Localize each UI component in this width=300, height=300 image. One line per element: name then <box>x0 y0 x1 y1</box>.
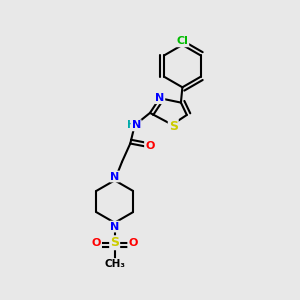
Text: N: N <box>110 222 119 232</box>
Text: O: O <box>145 142 154 152</box>
Text: Cl: Cl <box>176 36 188 46</box>
Text: N: N <box>155 93 164 103</box>
Text: N: N <box>131 120 141 130</box>
Text: S: S <box>169 120 178 133</box>
Text: N: N <box>110 172 119 182</box>
Text: O: O <box>128 238 138 248</box>
Text: S: S <box>110 236 119 249</box>
Text: CH₃: CH₃ <box>104 259 125 269</box>
Text: O: O <box>92 238 101 248</box>
Text: H: H <box>128 120 136 130</box>
